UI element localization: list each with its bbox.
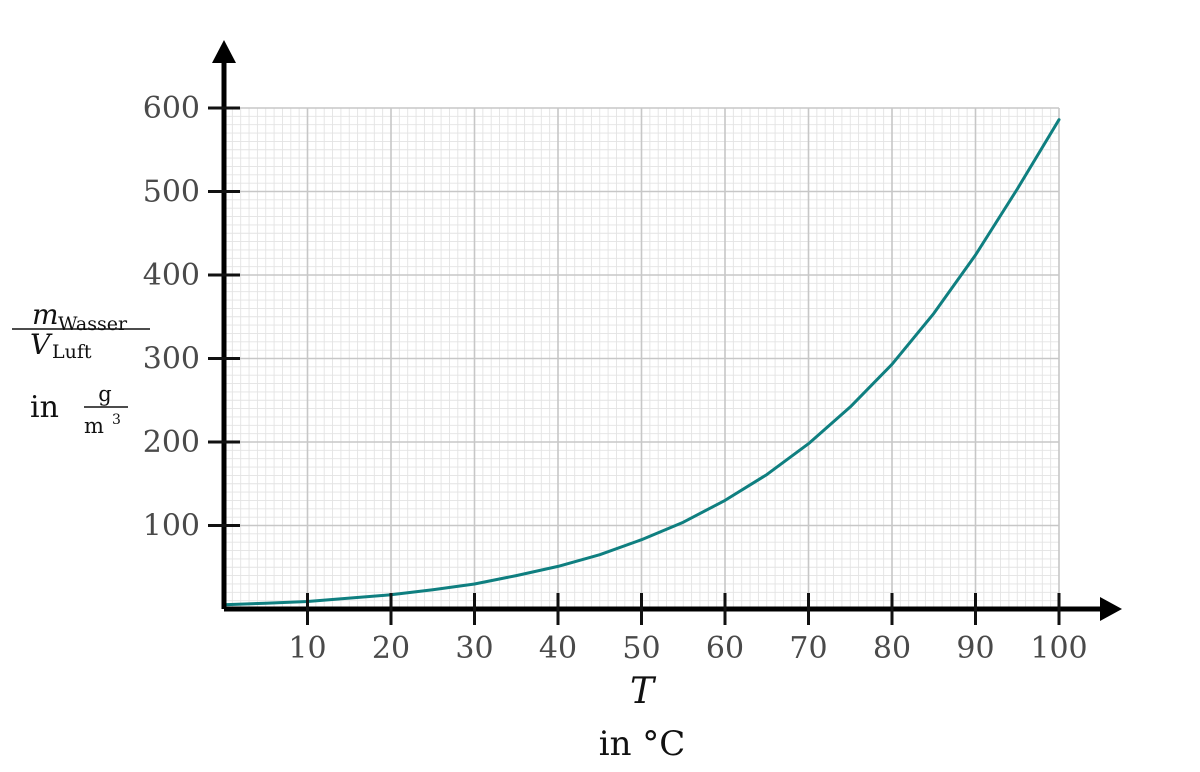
y-tick-label: 600	[143, 91, 200, 126]
major-grid	[224, 107, 1060, 609]
x-tick-label: 100	[1030, 631, 1087, 666]
x-tick-label: 50	[622, 631, 660, 666]
y-title-numerator-sub: Wasser	[58, 313, 128, 335]
x-tick-label: 40	[539, 631, 577, 666]
axes	[212, 40, 1122, 621]
y-title-denominator-var: V	[30, 328, 53, 361]
x-tick-label: 10	[288, 631, 326, 666]
y-title-numerator-var: m	[32, 298, 59, 331]
y-tick-label: 300	[143, 342, 200, 377]
y-unit-prefix: in	[30, 390, 59, 425]
y-tick-label: 200	[143, 425, 200, 460]
y-tick-label: 400	[143, 258, 200, 293]
x-axis-arrow	[1100, 597, 1122, 621]
data-series	[222, 118, 1061, 607]
x-axis-unit: in °C	[599, 724, 686, 764]
y-tick-label: 100	[143, 509, 200, 544]
y-axis-unit: in g m 3	[30, 382, 128, 438]
y-title-denominator-sub: Luft	[52, 341, 92, 363]
x-tick-label: 60	[706, 631, 744, 666]
y-axis-title: m Wasser V Luft	[12, 298, 150, 363]
x-tick-label: 80	[873, 631, 911, 666]
y-tick-label: 500	[143, 175, 200, 210]
y-unit-denominator-exponent: 3	[112, 412, 121, 428]
y-axis-arrow	[212, 40, 236, 63]
x-tick-label: 30	[455, 631, 493, 666]
x-axis-ticks: 10 20 30 40 50 60 70 80 90 100	[288, 593, 1088, 666]
series-line-1	[222, 118, 1061, 607]
x-axis-title: T	[630, 671, 657, 712]
y-unit-numerator: g	[98, 382, 111, 406]
x-tick-label: 70	[789, 631, 827, 666]
x-tick-label: 20	[372, 631, 410, 666]
y-axis-ticks: 100 200 300 400 500 600	[143, 91, 240, 544]
x-tick-label: 90	[956, 631, 994, 666]
y-unit-denominator: m	[84, 414, 104, 438]
